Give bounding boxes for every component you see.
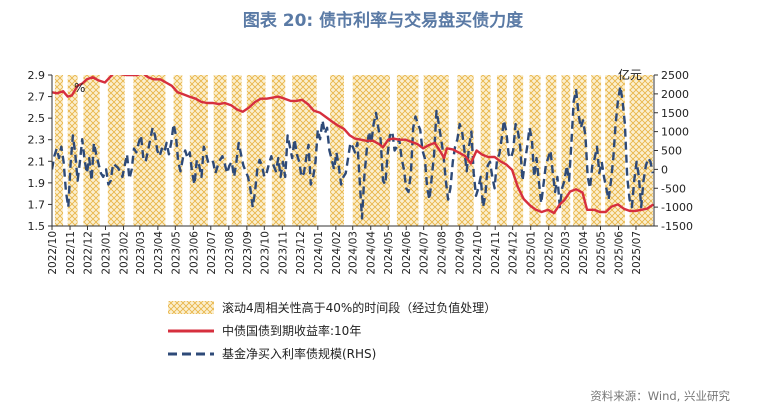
legend-label-buy: 基金净买入利率债规模(RHS) xyxy=(222,346,376,361)
x-tick-label-28: 2025/02 xyxy=(544,231,556,275)
left-tick-label-3: 2.1 xyxy=(28,155,46,168)
shaded-period-19 xyxy=(513,75,524,226)
x-tick-label-15: 2024/01 xyxy=(313,231,325,275)
right-tick-label-8: 2500 xyxy=(661,69,689,82)
x-tick-label-30: 2025/04 xyxy=(578,231,590,275)
shaded-period-9 xyxy=(246,75,266,226)
x-tick-label-22: 2024/08 xyxy=(437,231,449,275)
right-tick-label-6: 1500 xyxy=(661,107,689,120)
x-tick-label-9: 2023/07 xyxy=(206,231,218,275)
x-tick-label-14: 2023/12 xyxy=(295,231,307,275)
right-tick-label-3: 0 xyxy=(661,163,668,176)
shaded-period-2 xyxy=(83,75,100,226)
x-tick-label-5: 2023/03 xyxy=(135,231,147,275)
x-tick-label-1: 2022/11 xyxy=(65,231,77,275)
x-tick-label-8: 2023/06 xyxy=(188,231,200,275)
shaded-period-5 xyxy=(173,75,183,226)
shaded-periods xyxy=(54,75,653,226)
x-tick-label-16: 2024/02 xyxy=(331,231,343,275)
left-tick-label-2: 1.9 xyxy=(28,177,46,190)
shaded-period-22 xyxy=(561,75,571,226)
shaded-period-14 xyxy=(396,75,419,226)
left-tick-label-7: 2.9 xyxy=(28,69,46,82)
x-tick-label-19: 2024/05 xyxy=(383,231,395,275)
shaded-period-18 xyxy=(496,75,507,226)
left-tick-label-6: 2.7 xyxy=(28,91,46,104)
legend-label-shade: 滚动4周相关性高于40%的时间段（经过负值处理） xyxy=(222,300,496,315)
chart-title: 图表 20: 债市利率与交易盘买债力度 xyxy=(243,10,524,31)
x-tick-label-31: 2025/05 xyxy=(595,231,607,275)
shaded-period-21 xyxy=(545,75,557,226)
legend: 滚动4周相关性高于40%的时间段（经过负值处理） 中债国债到期收益率:10年 基… xyxy=(168,300,496,361)
x-tick-label-32: 2025/06 xyxy=(614,231,626,275)
x-tick-label-29: 2025/03 xyxy=(560,231,572,275)
x-tick-label-18: 2024/04 xyxy=(366,231,378,275)
right-tick-label-4: 500 xyxy=(661,145,682,158)
source-note: 资料来源：Wind, 兴业研究 xyxy=(590,389,730,403)
right-tick-label-0: -1500 xyxy=(661,220,693,233)
x-tick-label-33: 2025/07 xyxy=(631,231,643,275)
shaded-period-17 xyxy=(480,75,491,226)
left-unit-label: % xyxy=(74,81,85,95)
shaded-period-25 xyxy=(605,75,625,226)
x-tick-label-17: 2024/03 xyxy=(348,231,360,275)
x-tick-label-3: 2023/01 xyxy=(101,231,113,275)
shaded-period-26 xyxy=(629,75,653,226)
x-tick-label-21: 2024/07 xyxy=(419,231,431,275)
right-unit-label: 亿元 xyxy=(618,67,642,82)
x-tick-label-20: 2024/06 xyxy=(401,231,413,275)
left-tick-label-4: 2.3 xyxy=(28,134,46,147)
x-tick-label-10: 2023/08 xyxy=(224,231,236,275)
series-line-fund-net-buy xyxy=(52,85,654,220)
shaded-period-0 xyxy=(54,75,64,226)
right-tick-label-2: -500 xyxy=(661,182,686,195)
shaded-period-3 xyxy=(107,75,125,226)
x-tick-label-26: 2024/12 xyxy=(508,231,520,275)
x-tick-label-27: 2025/01 xyxy=(526,231,538,275)
shaded-period-20 xyxy=(529,75,541,226)
x-tick-label-0: 2022/10 xyxy=(47,231,59,275)
x-tick-label-25: 2024/11 xyxy=(490,231,502,275)
x-tick-label-7: 2023/05 xyxy=(170,231,182,275)
series-line-10y-yield xyxy=(52,75,654,215)
left-tick-label-5: 2.5 xyxy=(28,112,46,125)
x-tick-label-6: 2023/04 xyxy=(153,231,165,275)
x-tick-label-2: 2022/12 xyxy=(82,231,94,275)
shaded-period-10 xyxy=(271,75,286,226)
right-tick-label-1: -1000 xyxy=(661,201,693,214)
right-tick-label-7: 2000 xyxy=(661,88,689,101)
shaded-period-7 xyxy=(213,75,227,226)
x-tick-label-4: 2023/02 xyxy=(119,231,131,275)
left-tick-label-0: 1.5 xyxy=(28,220,46,233)
shaded-period-6 xyxy=(189,75,208,226)
x-tick-label-24: 2024/10 xyxy=(472,231,484,275)
legend-swatch-shade xyxy=(168,301,214,314)
legend-label-rate: 中债国债到期收益率:10年 xyxy=(222,323,361,338)
shaded-period-13 xyxy=(352,75,390,226)
series-group xyxy=(52,75,654,220)
x-tick-label-11: 2023/09 xyxy=(242,231,254,275)
shaded-period-12 xyxy=(330,75,344,226)
shaded-period-8 xyxy=(231,75,242,226)
shaded-period-15 xyxy=(423,75,449,226)
axes-group: 1.5 1.7 1.9 2.1 2.3 2.5 2.7 2.9 -1500 -1000 -500 0 5… xyxy=(28,69,693,275)
x-tick-label-13: 2023/11 xyxy=(277,231,289,275)
x-tick-label-23: 2024/09 xyxy=(455,231,467,275)
left-tick-label-1: 1.7 xyxy=(28,198,46,211)
shaded-period-11 xyxy=(292,75,317,226)
x-tick-label-12: 2023/10 xyxy=(259,231,271,275)
right-tick-label-5: 1000 xyxy=(661,126,689,139)
